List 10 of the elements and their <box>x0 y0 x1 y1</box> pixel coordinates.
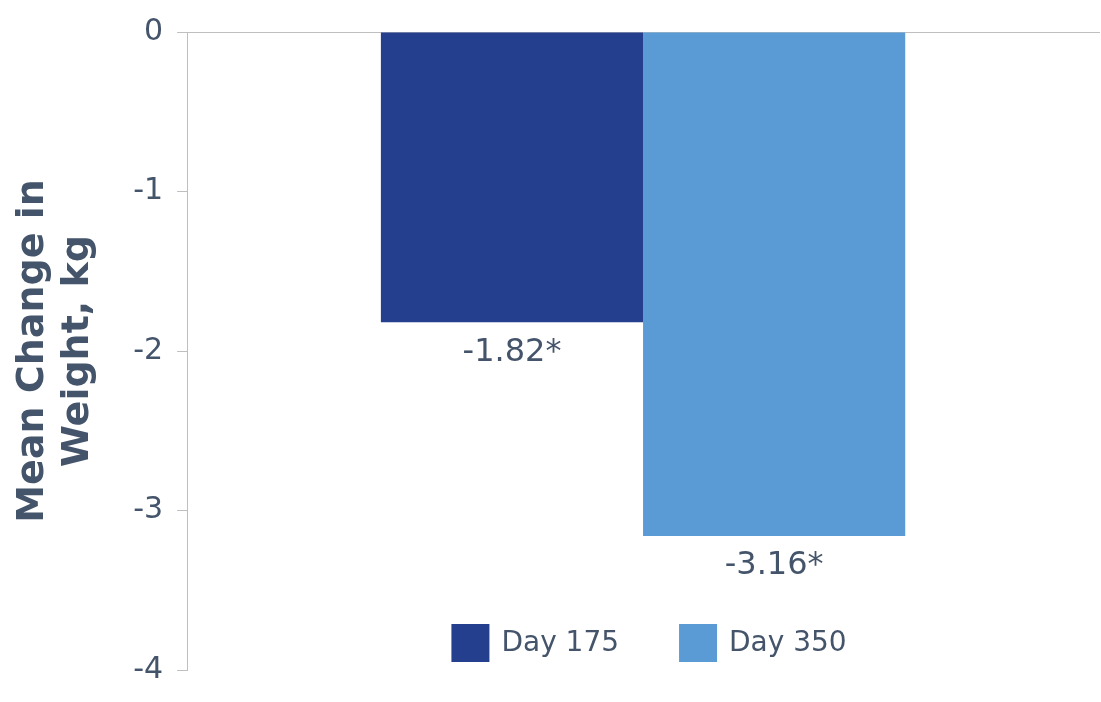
y-tick-label: -1 <box>133 171 164 207</box>
y-tick-label: -2 <box>133 330 164 366</box>
data-label: -3.16* <box>724 544 824 583</box>
y-tick-label: -3 <box>133 490 164 526</box>
data-label: -1.82* <box>462 330 562 369</box>
y-axis-title: Mean Change in Weight, kg <box>7 179 98 523</box>
y-tick-label: -4 <box>133 649 164 685</box>
legend-label: Day 350 <box>729 625 847 659</box>
legend-label: Day 175 <box>501 625 620 659</box>
y-tick-label: 0 <box>144 11 164 47</box>
